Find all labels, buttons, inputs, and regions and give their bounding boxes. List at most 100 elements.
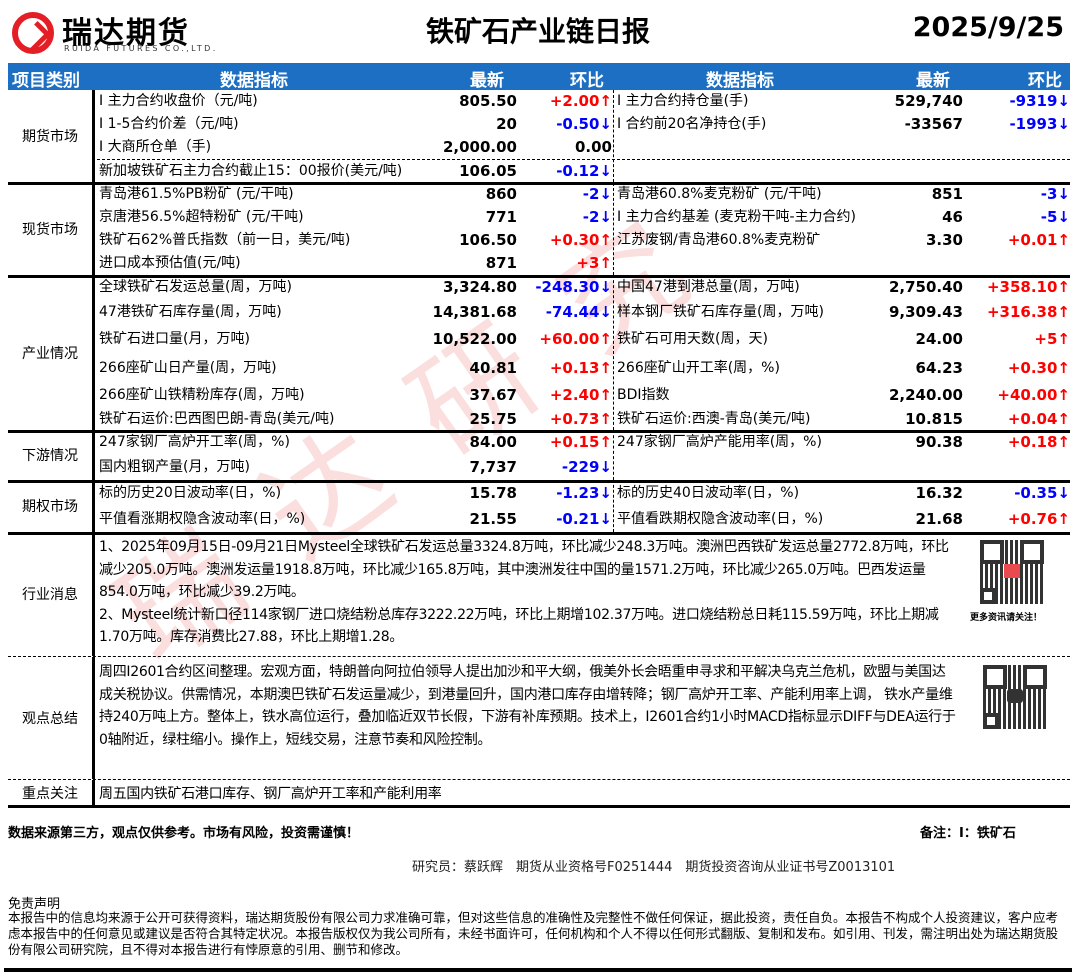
change-value: +2.40↑: [549, 386, 612, 404]
bottom-rule: [4, 968, 1072, 972]
table-row: 铁矿石运价:巴西图巴朗-青岛(美元/吨) 25.75 +0.73↑ 铁矿石运价:西澳-…: [97, 408, 1070, 430]
indicator-label: 进口成本预估值(元/吨): [99, 255, 241, 271]
indicator-label: 青岛港61.5%PB粉矿 (元/干吨): [99, 186, 294, 202]
table-row: 国内粗钢产量(月，万吨) 7,737 -229↓: [97, 455, 1070, 480]
indicator-label: I 主力合约收盘价（元/吨): [99, 93, 258, 109]
logo-name: 瑞达期货: [62, 16, 190, 51]
table-row: 进口成本预估值(元/吨) 871 +3↑: [97, 252, 1070, 275]
indicator-label: I 合约前20名净持仓(手): [617, 116, 767, 132]
latest-value: 40.81: [469, 359, 517, 377]
qr-caption: 更多资讯请关注！: [970, 613, 1043, 623]
section-1: 现货市场 青岛港61.5%PB粉矿 (元/干吨) 860 -2↓ 青岛港60.8%麦克粉…: [8, 183, 1070, 278]
latest-value: 106.50: [459, 231, 517, 249]
indicator-label: 平值看涨期权隐含波动率(日，%): [99, 511, 306, 527]
change-value: -0.50↓: [556, 115, 612, 133]
change-value: +3↑: [576, 254, 612, 272]
change-value: +60.00↑: [539, 330, 612, 348]
change-value: -9319↓: [1009, 92, 1070, 110]
indicator-label: 标的历史40日波动率(日，%): [617, 485, 800, 501]
change-value: 0.00: [574, 138, 612, 156]
category-label: 期货市场: [8, 90, 95, 182]
latest-value: 805.50: [459, 92, 517, 110]
latest-value: 64.23: [915, 359, 963, 377]
latest-value: 10.815: [905, 410, 963, 428]
table-row: 京唐港56.5%超特粉矿 (元/干吨) 771 -2↓ I 主力合约基差 (麦克粉干吨…: [97, 206, 1070, 228]
col-indicator-2: 数据指标: [706, 71, 774, 91]
change-value: -5↓: [1040, 208, 1070, 226]
focus-section: 重点关注 周五国内铁矿石港口库存、钢厂高炉开工率和产能利用率: [8, 780, 1070, 808]
indicator-label: 铁矿石运价:西澳-青岛(美元/吨): [617, 411, 811, 427]
col-change-2: 环比: [1028, 71, 1062, 91]
page-title: 铁矿石产业链日报: [425, 15, 650, 48]
column-divider: [613, 275, 614, 430]
disclaimer-title: 免责声明: [8, 897, 61, 912]
section-3: 下游情况 247家钢厂高炉开工率(周，%) 84.00 +0.15↑ 247家钢厂高炉产…: [8, 430, 1070, 483]
logo-icon: [12, 12, 54, 54]
change-value: +0.76↑: [1007, 510, 1070, 528]
change-value: +0.73↑: [549, 410, 612, 428]
change-value: +0.15↑: [549, 433, 612, 451]
indicator-label: 铁矿石运价:巴西图巴朗-青岛(美元/吨): [99, 411, 335, 427]
category-label: 现货市场: [8, 183, 95, 275]
col-category: 项目类别: [12, 71, 80, 91]
category-label: 下游情况: [8, 430, 95, 480]
indicator-label: I 主力合约持仓量(手): [617, 93, 749, 109]
focus-text: 周五国内铁矿石港口库存、钢厂高炉开工率和产能利用率: [99, 786, 442, 802]
latest-value: 10,522.00: [432, 330, 517, 348]
indicator-label: 247家钢厂高炉产能用率(周，%): [617, 434, 822, 450]
table-row: I 大商所仓单（手) 2,000.00 0.00: [97, 136, 1070, 159]
table-row: 全球铁矿石发运总量(周，万吨) 3,324.80 -248.30↓ 中国47港到港总量…: [97, 275, 1070, 300]
latest-value: 851: [931, 185, 963, 203]
column-divider: [613, 430, 614, 480]
indicator-label: BDI指数: [617, 387, 670, 403]
indicator-label: 铁矿石进口量(月，万吨): [99, 331, 250, 347]
researcher-info: 研究员：蔡跃辉 期货从业资格号F0251444 期货投资咨询从业证书号Z0013…: [412, 860, 896, 875]
change-value: -2↓: [582, 185, 612, 203]
latest-value: 106.05: [459, 162, 517, 180]
indicator-label: 样本钢厂铁矿石库存量(周，万吨): [617, 304, 824, 320]
section-2: 产业情况 全球铁矿石发运总量(周，万吨) 3,324.80 -248.30↓ 中国47港…: [8, 275, 1070, 433]
indicator-label: 国内粗钢产量(月，万吨): [99, 459, 250, 475]
latest-value: -33567: [904, 115, 963, 133]
latest-value: 20: [496, 115, 517, 133]
change-value: +0.01↑: [1007, 231, 1070, 249]
col-change: 环比: [570, 71, 604, 91]
disclaimer-text: 本报告中的信息均来源于公开可获得资料，瑞达期货股份有限公司力求准确可靠，但对这些…: [8, 910, 1059, 957]
latest-value: 2,000.00: [442, 138, 517, 156]
qr-code-icon: [980, 540, 1044, 604]
indicator-label: 全球铁矿石发运总量(周，万吨): [99, 279, 292, 295]
change-value: +5↑: [1034, 330, 1070, 348]
table-row: 47港铁矿石库存量(周，万吨) 14,381.68 -74.44↓ 样本钢厂铁矿石库存…: [97, 300, 1070, 325]
report-date: 2025/9/25: [912, 12, 1064, 43]
change-value: +316.38↑: [986, 303, 1070, 321]
table-row: 青岛港61.5%PB粉矿 (元/干吨) 860 -2↓ 青岛港60.8%麦克粉矿 (元…: [97, 183, 1070, 206]
category-label: 重点关注: [8, 780, 95, 805]
latest-value: 7,737: [469, 458, 517, 476]
table-row: 新加坡铁矿石主力合约截止15：00报价(美元/吨) 106.05 -0.12↓: [97, 159, 1070, 182]
indicator-label: 标的历史20日波动率(日，%): [99, 485, 282, 501]
change-value: +2.00↑: [549, 92, 612, 110]
wechat-qr-icon: [983, 665, 1047, 729]
change-value: -3↓: [1040, 185, 1070, 203]
table-row: 平值看涨期权隐含波动率(日，%) 21.55 -0.21↓ 平值看跌期权隐含波动率(日…: [97, 506, 1070, 532]
latest-value: 871: [485, 254, 517, 272]
indicator-label: 京唐港56.5%超特粉矿 (元/干吨): [99, 209, 304, 225]
latest-value: 84.00: [469, 433, 517, 451]
indicator-label: 47港铁矿石库存量(周，万吨): [99, 304, 282, 320]
view-section: 观点总结 周四I2601合约区间整理。宏观方面，特朗普向阿拉伯领导人提出加沙和平…: [8, 657, 1070, 780]
change-value: -0.12↓: [556, 162, 612, 180]
latest-value: 2,750.40: [888, 278, 963, 296]
latest-value: 3,324.80: [442, 278, 517, 296]
indicator-label: 新加坡铁矿石主力合约截止15：00报价(美元/吨): [99, 163, 403, 179]
latest-value: 3.30: [925, 231, 963, 249]
table-row: 266座矿山铁精粉库存(周，万吨) 37.67 +2.40↑ BDI指数 2,240.0…: [97, 383, 1070, 408]
column-divider: [613, 480, 614, 532]
latest-value: 860: [485, 185, 517, 203]
indicator-label: 铁矿石可用天数(周，天): [617, 331, 768, 347]
latest-value: 9,309.43: [888, 303, 963, 321]
section-0: 期货市场 I 主力合约收盘价（元/吨) 805.50 +2.00↑ I 主力合约持仓量(…: [8, 90, 1070, 185]
latest-value: 90.38: [915, 433, 963, 451]
table-row: 铁矿石进口量(月，万吨) 10,522.00 +60.00↑ 铁矿石可用天数(周，天)…: [97, 325, 1070, 354]
latest-value: 16.32: [915, 484, 963, 502]
source-note: 数据来源第三方，观点仅供参考。市场有风险，投资需谨慎！: [8, 826, 360, 841]
